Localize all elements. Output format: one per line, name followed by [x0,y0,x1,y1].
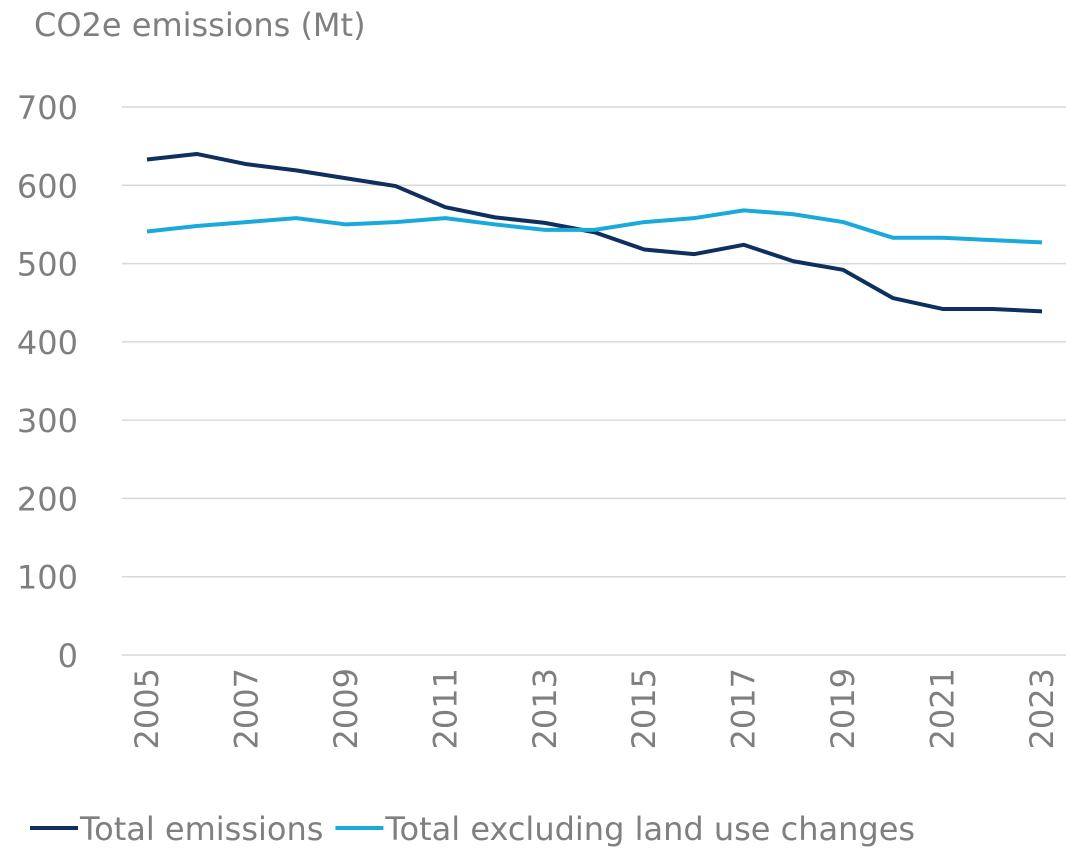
x-tick-label: 2009 [327,668,365,749]
x-tick-label: 2007 [227,668,265,749]
y-tick-label: 300 [17,402,78,440]
x-tick-label: 2019 [824,668,862,749]
legend-label: Total emissions [79,810,323,848]
y-tick-label: 400 [17,324,78,362]
line-series [146,151,1043,314]
x-tick-label: 2021 [924,668,962,749]
x-tick-label: 2017 [725,668,763,749]
legend-label: Total excluding land use changes [384,810,915,848]
y-tick-label: 200 [17,480,78,518]
line-series [146,208,1043,245]
x-tick-label: 2023 [1023,668,1061,749]
y-tick-label: 700 [17,89,78,127]
y-tick-label: 600 [17,167,78,205]
x-tick-label: 2015 [625,668,663,749]
y-tick-label: 100 [17,559,78,597]
x-tick-label: 2005 [128,668,166,749]
x-tick-label: 2011 [426,668,464,749]
y-tick-label: 500 [17,246,78,284]
x-tick-label: 2013 [526,668,564,749]
y-tick-label: 0 [58,637,78,675]
chart-title: CO2e emissions (Mt) [34,6,366,44]
